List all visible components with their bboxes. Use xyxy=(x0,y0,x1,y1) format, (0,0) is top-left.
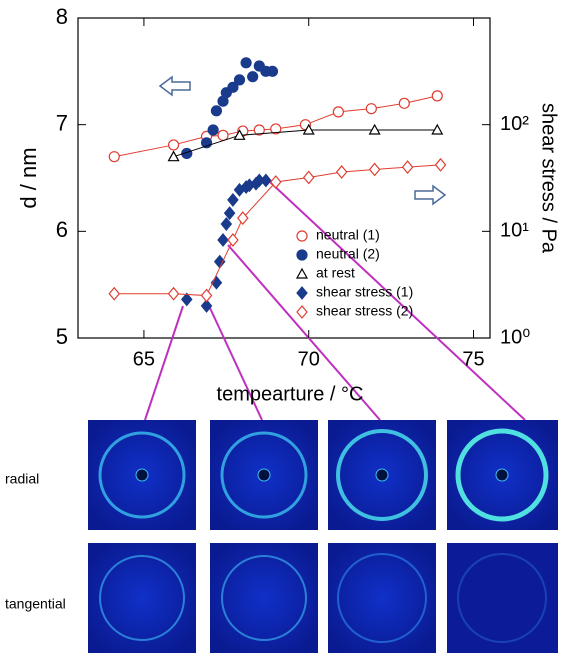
data-point xyxy=(220,217,233,231)
beam-stop xyxy=(375,468,389,482)
y2-axis-title: shear stress / Pa xyxy=(538,103,560,254)
data-point xyxy=(240,57,252,69)
data-point xyxy=(434,157,447,172)
connector-lines xyxy=(144,181,526,421)
right-arrow xyxy=(414,184,447,206)
legend-label: neutral (2) xyxy=(316,246,380,262)
connector xyxy=(209,307,263,421)
annotation-arrows xyxy=(158,75,447,206)
data-point xyxy=(365,103,377,115)
data-point xyxy=(217,233,229,247)
data-point xyxy=(368,162,381,177)
legend-marker xyxy=(296,305,308,319)
data-point xyxy=(266,65,279,77)
data-point xyxy=(237,211,249,226)
data-point xyxy=(217,129,229,141)
data-point xyxy=(180,292,193,307)
data-point xyxy=(213,254,226,269)
legend-label: neutral (1) xyxy=(316,227,380,243)
ring xyxy=(337,553,427,643)
ring xyxy=(336,429,428,521)
connector xyxy=(269,181,526,421)
data-point xyxy=(335,165,348,179)
data-point xyxy=(398,97,410,109)
beam-stop xyxy=(135,468,149,482)
beam-stop xyxy=(495,468,509,482)
legend-marker xyxy=(296,230,308,242)
data-point xyxy=(210,105,223,117)
x-tick-label: 65 xyxy=(133,348,155,370)
data-point xyxy=(269,175,282,189)
data-point xyxy=(181,147,193,160)
ring xyxy=(98,431,186,519)
ring xyxy=(221,555,307,641)
legend-label: shear stress (2) xyxy=(316,303,413,319)
legend-marker xyxy=(296,286,308,300)
data-point xyxy=(302,123,315,135)
data-point xyxy=(302,170,315,185)
data-point xyxy=(431,123,444,135)
data-point xyxy=(247,71,259,83)
data-point xyxy=(227,81,239,93)
radial-row xyxy=(88,420,558,530)
beam-stop xyxy=(257,468,271,482)
y-tick-label: 5 xyxy=(56,324,68,349)
data-point xyxy=(332,106,344,118)
ring xyxy=(99,555,185,641)
data-point xyxy=(207,124,219,136)
data-point xyxy=(200,298,213,313)
y2-tick-label: 10² xyxy=(500,113,529,135)
x-axis-title: tempearture / °C xyxy=(217,383,364,405)
data-point xyxy=(167,286,180,301)
left-arrow xyxy=(158,75,191,97)
y-axis-title: d / nm xyxy=(16,147,41,208)
pattern xyxy=(328,543,436,653)
data-point xyxy=(223,206,236,221)
y2-tick-label: 10¹ xyxy=(500,220,529,242)
ring xyxy=(457,553,547,643)
data-point xyxy=(233,129,246,140)
connector xyxy=(144,305,184,421)
legend-label: shear stress (1) xyxy=(316,284,413,300)
pattern xyxy=(88,543,196,653)
legend-label: at rest xyxy=(316,265,355,281)
diffraction-panels: radial tangential xyxy=(5,420,558,653)
y2-tick-label: 10⁰ xyxy=(500,326,530,348)
ring xyxy=(220,431,308,519)
data-point xyxy=(108,151,120,163)
data-point xyxy=(108,286,121,301)
data-point xyxy=(200,288,213,303)
data-point xyxy=(233,74,246,86)
x-tick-label: 75 xyxy=(462,348,484,370)
pattern xyxy=(447,543,558,653)
y-tick-label: 8 xyxy=(56,4,68,29)
data-point xyxy=(431,90,443,102)
data-point xyxy=(368,123,381,135)
plot-frame xyxy=(77,17,491,339)
row-label: radial xyxy=(5,471,39,487)
data-point xyxy=(167,150,180,162)
y-tick-label: 6 xyxy=(56,217,68,242)
ring xyxy=(455,428,549,522)
data-point xyxy=(253,124,265,136)
data-point xyxy=(260,173,272,188)
tangential-row xyxy=(88,543,558,653)
data-point xyxy=(227,192,239,207)
legend-marker xyxy=(295,267,309,279)
data-point xyxy=(167,139,180,151)
data-point xyxy=(270,123,282,135)
pattern xyxy=(210,543,318,653)
data-point xyxy=(227,233,239,247)
row-label: tangential xyxy=(5,596,66,612)
data-point xyxy=(401,160,414,175)
x-tick-label: 70 xyxy=(298,348,320,370)
legend-marker xyxy=(296,249,308,261)
connector xyxy=(227,244,381,421)
y-tick-label: 7 xyxy=(56,110,68,135)
